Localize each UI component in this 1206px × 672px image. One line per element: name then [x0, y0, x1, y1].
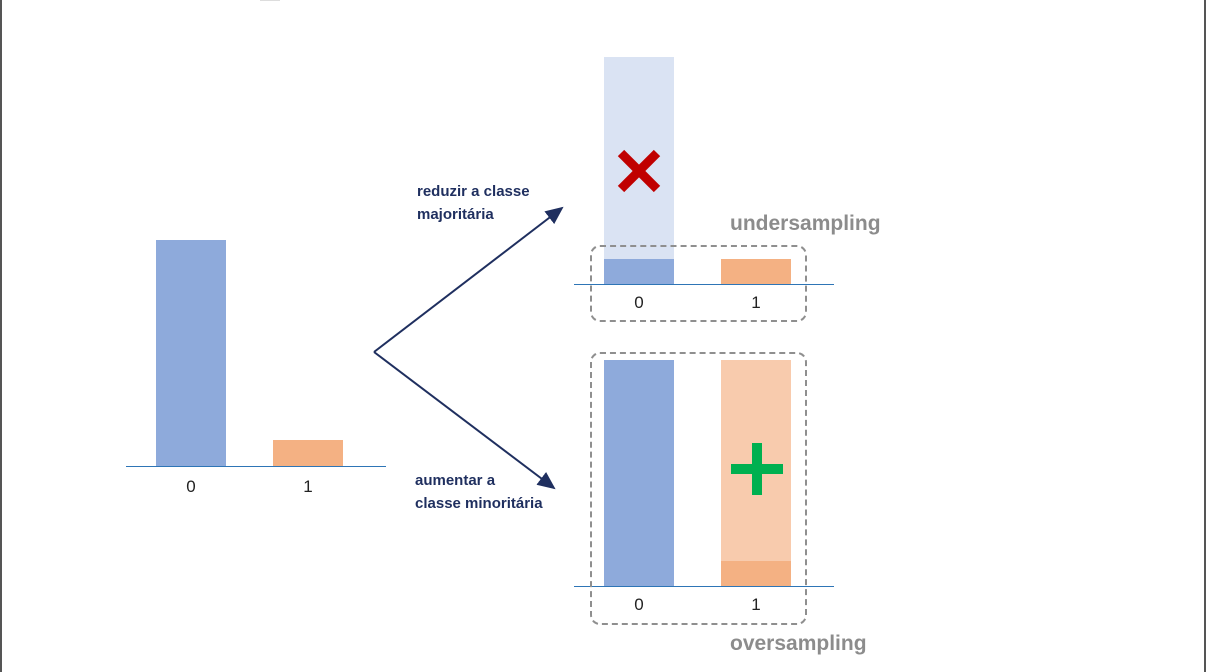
- arrow-to-oversampling: [373, 351, 556, 490]
- oversampling-x-axis: [574, 586, 834, 587]
- undersampling-removed-area: [604, 57, 674, 260]
- oversampling-title: oversampling: [730, 632, 867, 655]
- undersampling-bar-class-1: [721, 259, 791, 284]
- arrow-to-undersampling: [373, 206, 564, 353]
- oversampling-caption-line2: classe minoritária: [415, 495, 543, 512]
- frame-left-border: [0, 0, 2, 672]
- undersampling-x-axis: [574, 284, 834, 285]
- undersampling-caption-line2: majoritária: [417, 206, 494, 223]
- oversampling-bar-class-0: [604, 360, 674, 586]
- original-tick-1: 1: [303, 477, 313, 496]
- oversampling-tick-1: 1: [751, 595, 761, 614]
- undersampling-result-box: [590, 245, 807, 322]
- x-mark-icon: [616, 148, 662, 194]
- oversampling-caption-line1: aumentar a: [415, 472, 496, 489]
- plus-icon: [731, 443, 783, 495]
- oversampling-caption: aumentar a classe minoritária: [415, 469, 543, 515]
- oversampling-result-box: [590, 352, 807, 625]
- undersampling-caption-line1: reduzir a classe: [417, 183, 530, 200]
- oversampling-bar-class-1: [721, 561, 791, 586]
- undersampling-tick-0: 0: [634, 293, 644, 312]
- original-x-axis: [126, 466, 386, 467]
- undersampling-caption: reduzir a classe majoritária: [417, 180, 530, 226]
- oversampling-tick-0: 0: [634, 595, 644, 614]
- frame-top-edge: [260, 0, 280, 1]
- frame-right-border: [1204, 0, 1206, 672]
- undersampling-bar-class-0: [604, 259, 674, 284]
- original-tick-0: 0: [186, 477, 196, 496]
- undersampling-title: undersampling: [730, 212, 881, 235]
- original-bar-class-0: [156, 240, 226, 467]
- original-bar-class-1: [273, 440, 343, 467]
- undersampling-tick-1: 1: [751, 293, 761, 312]
